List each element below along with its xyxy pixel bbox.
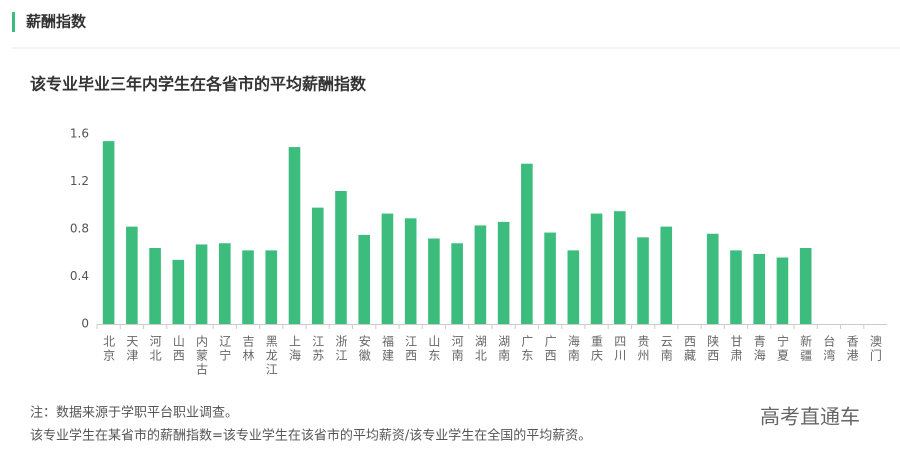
- bar: [799, 248, 812, 324]
- bar: [730, 250, 742, 324]
- x-tick-label: 河南: [450, 335, 464, 363]
- y-tick-label: 1.2: [70, 174, 89, 188]
- bar: [544, 232, 556, 324]
- bar: [497, 221, 510, 324]
- x-tick-label: 新疆: [799, 334, 813, 363]
- x-tick-label: 湖南: [497, 334, 511, 363]
- bar: [474, 225, 487, 324]
- bar: [451, 243, 463, 324]
- chart-title: 该专业毕业三年内学生在各省市的平均薪酬指数: [30, 75, 367, 94]
- bar: [242, 250, 254, 324]
- bar: [358, 234, 371, 324]
- bar: [149, 248, 161, 324]
- bar: [567, 250, 580, 324]
- bar: [381, 213, 394, 324]
- bar: [428, 238, 440, 324]
- bar: [613, 211, 626, 324]
- bar: [288, 147, 301, 324]
- x-tick-label: 广西: [543, 335, 557, 363]
- bar: [311, 207, 324, 324]
- x-tick-label: 香港: [845, 335, 859, 363]
- x-tick-label: 山东: [427, 335, 441, 363]
- x-tick-label: 黑龙江: [264, 335, 278, 377]
- x-tick-label: 台湾: [822, 334, 836, 363]
- x-tick-label: 天津: [125, 335, 139, 363]
- bar: [265, 250, 278, 324]
- bar: [218, 243, 231, 324]
- x-tick-label: 海南: [566, 334, 580, 363]
- note: 该专业学生在某省市的薪酬指数=该专业学生在该省市的平均薪资/该专业学生在全国的平…: [30, 428, 591, 444]
- bar: [637, 237, 649, 324]
- x-tick-label: 湖北: [473, 334, 487, 363]
- bar: [195, 244, 208, 324]
- x-tick-label: 云南: [659, 335, 673, 363]
- x-tick-label: 重庆: [590, 335, 604, 363]
- header-accent: [12, 12, 15, 32]
- x-tick-label: 内蒙古: [195, 335, 209, 377]
- x-tick-label: 澳门: [868, 335, 882, 363]
- bar: [776, 257, 789, 324]
- bar: [335, 191, 347, 324]
- x-tick-label: 北京: [102, 335, 116, 363]
- brand-logo: 高考直通车: [760, 405, 860, 429]
- x-tick-label: 广东: [520, 335, 534, 363]
- bar: [753, 253, 766, 324]
- x-tick-label: 吉林: [241, 335, 255, 363]
- note: 注：数据来源于学职平台职业调查。: [30, 405, 238, 421]
- bar: [126, 226, 138, 324]
- x-tick-label: 河北: [148, 335, 162, 363]
- bar: [172, 259, 185, 324]
- x-tick-label: 浙江: [334, 335, 348, 363]
- y-tick-label: 0.4: [70, 269, 89, 283]
- bar: [521, 163, 533, 324]
- x-tick-label: 西藏: [683, 335, 697, 363]
- x-tick-label: 安徽: [357, 334, 371, 363]
- x-tick-label: 江苏: [311, 335, 325, 363]
- header-title: 薪酬指数: [26, 13, 87, 31]
- bar: [706, 233, 719, 324]
- x-tick-label: 贵州: [636, 335, 650, 363]
- x-tick-label: 江西: [404, 335, 418, 363]
- bar: [404, 218, 417, 324]
- y-tick-label: 1.6: [70, 127, 89, 141]
- x-tick-label: 福建: [380, 334, 394, 363]
- x-tick-label: 上海: [288, 335, 302, 363]
- bar: [660, 226, 673, 324]
- x-tick-label: 宁夏: [775, 334, 789, 363]
- x-tick-label: 青海: [752, 335, 766, 363]
- bar: [590, 213, 603, 324]
- x-tick-label: 甘肃: [729, 335, 743, 363]
- bar: [102, 141, 115, 324]
- x-tick-label: 四川: [613, 335, 627, 363]
- y-tick-label: 0.8: [70, 222, 89, 236]
- x-tick-label: 陕西: [706, 334, 720, 363]
- x-tick-label: 山西: [171, 335, 185, 363]
- x-tick-label: 辽宁: [218, 335, 232, 363]
- y-tick-label: 0: [81, 317, 89, 331]
